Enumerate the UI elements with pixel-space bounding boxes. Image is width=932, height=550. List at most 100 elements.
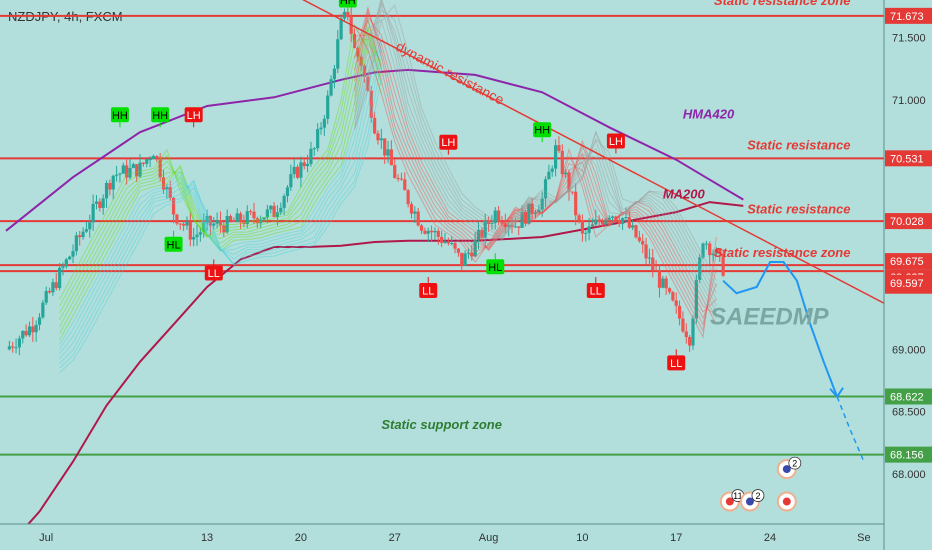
candle-body [634,225,638,238]
x-tick-label: Aug [479,532,499,544]
watermark: SAEEDMP [710,303,830,330]
candle-body [272,205,276,217]
swing-label: LH [187,110,201,122]
price-level-label: 70.531 [890,153,924,165]
candle-body [74,235,78,252]
candle-body [21,330,25,339]
x-tick-label: 10 [576,532,588,544]
candle-body [409,204,414,214]
swing-label: HH [340,0,356,7]
candle-body [336,39,340,69]
candle-body [265,209,269,218]
x-tick-label: Se [857,532,870,544]
candle-body [550,168,554,172]
candle-body [560,150,564,175]
candle-body [242,222,246,225]
candle-body [34,324,38,333]
candle-body [627,217,631,228]
swing-label: LH [441,137,455,149]
swing-label-box [667,355,686,371]
swing-label: LL [422,285,434,297]
candle-body [413,211,417,214]
price-level-badge [885,253,932,270]
candle-body [580,220,584,234]
candle-body [255,218,259,224]
candle-body [470,252,474,257]
candle-body [185,221,189,226]
candle-body [614,216,618,221]
x-tick-label: 27 [389,532,401,544]
candle-body [225,216,229,233]
candle-body [88,222,92,230]
candle-body [326,95,330,119]
price-level-badge [885,150,932,167]
candle-body [436,230,440,237]
candle-body [503,223,507,228]
ma200-line [26,201,744,524]
candle-body [11,346,15,348]
candle-body [383,138,387,156]
candle-body [111,175,115,190]
x-tick-label: 17 [670,532,682,544]
swing-label: LH [609,136,623,148]
candle-body [14,347,18,349]
candle-body [58,267,62,289]
forecast-dashed-path [836,396,865,462]
swing-label-box [533,122,552,138]
candle-body [490,223,494,225]
candle-body [547,171,551,180]
candle-body [714,249,719,254]
candle-body [577,215,581,221]
candle-body [84,229,89,232]
candle-body [624,217,628,219]
candle-body [510,224,514,228]
y-tick-label: 68.500 [892,407,926,419]
candle-body [212,223,216,226]
candle-body [108,182,112,190]
candle-body [161,177,166,190]
candle-body [426,230,430,234]
indicator-label: HMA420 [683,107,735,122]
candle-body [188,221,192,240]
swing-label: LL [670,358,682,370]
candle-body [681,318,685,332]
candle-body [44,290,48,303]
ribbon-line [354,3,717,281]
ribbon-line [354,19,717,319]
ribbon-line [354,18,717,326]
candle-body [366,76,370,91]
zone-label: Static support zone [381,417,502,432]
candle-body [688,337,692,346]
ribbon-line [59,27,382,314]
candle-body [590,224,595,227]
candle-body [202,222,206,233]
candle-body [446,241,450,244]
forecast-path [722,261,839,398]
candle-body [497,210,501,222]
candle-body [440,236,444,243]
ribbon-line [354,10,717,316]
candle-body [54,282,58,289]
candle-body [208,216,213,226]
candle-body [329,79,333,96]
candle-body [517,226,521,228]
candle-body [228,216,233,221]
candle-body [631,225,635,228]
price-level-label: 68.156 [890,450,924,462]
candle-body [419,225,424,231]
candle-body [269,205,273,210]
swing-label-box [586,282,605,298]
y-tick-label: 68.000 [892,469,926,481]
ribbon-line [59,39,382,350]
candle-body [235,213,239,223]
swing-label: HH [152,110,168,122]
price-level-badge [885,446,932,463]
candle-body [316,129,320,149]
candle-body [677,305,682,319]
candle-body [584,232,588,234]
candle-body [245,211,249,225]
candle-body [101,198,105,208]
event-count: 11 [733,491,742,501]
price-level-label: 69.675 [890,256,924,268]
